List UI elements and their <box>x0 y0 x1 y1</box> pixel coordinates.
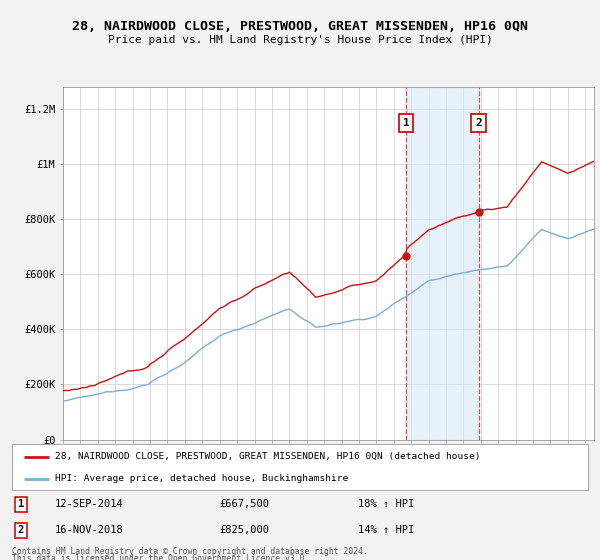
Text: 28, NAIRDWOOD CLOSE, PRESTWOOD, GREAT MISSENDEN, HP16 0QN: 28, NAIRDWOOD CLOSE, PRESTWOOD, GREAT MI… <box>72 20 528 32</box>
Bar <box>406 87 479 440</box>
Text: 16-NOV-2018: 16-NOV-2018 <box>55 525 124 535</box>
Text: Contains HM Land Registry data © Crown copyright and database right 2024.: Contains HM Land Registry data © Crown c… <box>12 547 368 556</box>
Text: £667,500: £667,500 <box>220 500 269 510</box>
Text: HPI: Average price, detached house, Buckinghamshire: HPI: Average price, detached house, Buck… <box>55 474 349 483</box>
Text: 2: 2 <box>18 525 24 535</box>
Text: 14% ↑ HPI: 14% ↑ HPI <box>358 525 414 535</box>
Text: 18% ↑ HPI: 18% ↑ HPI <box>358 500 414 510</box>
Text: 28, NAIRDWOOD CLOSE, PRESTWOOD, GREAT MISSENDEN, HP16 0QN (detached house): 28, NAIRDWOOD CLOSE, PRESTWOOD, GREAT MI… <box>55 452 481 461</box>
Text: 2: 2 <box>475 118 482 128</box>
Text: This data is licensed under the Open Government Licence v3.0.: This data is licensed under the Open Gov… <box>12 554 310 560</box>
Text: 1: 1 <box>18 500 24 510</box>
Text: Price paid vs. HM Land Registry's House Price Index (HPI): Price paid vs. HM Land Registry's House … <box>107 35 493 45</box>
Text: 12-SEP-2014: 12-SEP-2014 <box>55 500 124 510</box>
Text: £825,000: £825,000 <box>220 525 269 535</box>
Text: 1: 1 <box>403 118 410 128</box>
